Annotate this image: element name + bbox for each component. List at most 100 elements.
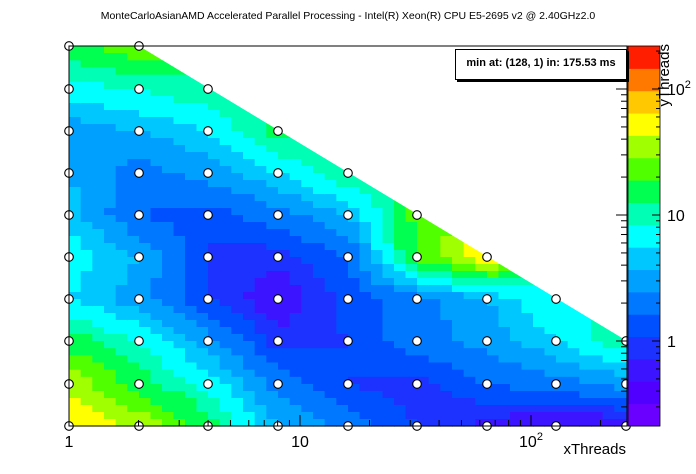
color-scale-exponent: 2 [685,79,691,91]
data-point [412,210,422,220]
contour-cell [278,299,349,342]
data-point [412,252,422,262]
data-point [134,336,144,346]
data-point [343,168,353,178]
contour-cell [278,257,349,300]
contour-cell [417,299,488,342]
contour-cell [556,341,627,385]
data-point [273,126,283,136]
contour-cell [69,341,140,385]
data-point [134,252,144,262]
contour-cell [69,384,140,427]
contour-cell [348,341,418,385]
contour-cell [278,384,349,427]
contour-cell [139,131,209,174]
contour-cell [556,384,627,427]
contour-cell [139,341,209,385]
contour-cell [69,299,140,342]
contour-cell [417,257,488,300]
color-scale-band [628,314,660,338]
contour-cell [348,215,418,258]
data-point [203,294,213,304]
contour-cell [69,46,140,90]
color-scale-label: 1 [667,334,676,351]
data-point [273,252,283,262]
data-point [412,336,422,346]
data-point [134,294,144,304]
data-point [482,379,492,389]
data-point [134,210,144,220]
contour-cell [278,341,349,385]
color-scale-band [628,202,660,226]
data-point [273,294,283,304]
contour-cell [278,173,349,216]
contour-cell [69,89,140,132]
color-scale-band [628,269,660,293]
x-tick-label: 10 [291,434,309,451]
contour-cell [348,384,418,427]
contour-cell [487,384,557,427]
data-point [203,379,213,389]
contour-cell [208,341,279,385]
color-scale-band [628,180,660,203]
color-scale-band [628,381,660,405]
contour-cell [69,173,140,216]
plot-frame [68,45,628,427]
contour-cell [69,257,140,300]
color-scale-label: 10 [667,208,685,225]
data-point [343,379,353,389]
contour-cell [278,215,349,258]
contour-cell [139,215,209,258]
data-point [551,379,561,389]
data-point [273,336,283,346]
data-point [203,126,213,136]
data-point [203,168,213,178]
contour-cell [348,299,418,342]
contour-cell [208,131,279,174]
data-point [343,294,353,304]
data-point [134,84,144,94]
data-point [203,336,213,346]
contour-cell [69,131,140,174]
data-point [203,252,213,262]
min-annotation-text: min at: (128, 1) in: 175.53 ms [466,57,616,69]
color-scale-band [628,90,660,114]
x-tick-label: 1 [65,434,74,451]
contour-cell [417,384,488,427]
data-point [551,294,561,304]
data-point [203,84,213,94]
color-scale-border [627,45,661,427]
color-scale-band [628,46,660,69]
data-point [134,168,144,178]
contour-cell [487,299,557,342]
data-point [134,379,144,389]
color-scale-band [628,157,660,181]
contour-cell [208,257,279,300]
data-point [343,210,353,220]
data-point [482,336,492,346]
data-point [412,294,422,304]
contour-cell [208,215,279,258]
color-scale-band [628,135,660,159]
data-point [551,336,561,346]
data-point [273,379,283,389]
contour-cell [69,215,140,258]
contour-cell [208,384,279,427]
color-scale-band [628,358,660,382]
contour-cell [348,257,418,300]
color-scale-band [628,113,660,136]
contour-cell [139,257,209,300]
contour-cell [417,341,488,385]
data-point [343,336,353,346]
no-data-region [139,46,627,341]
contour-cell [208,173,279,216]
x-tick-label: 102 [519,431,543,451]
contour-cell [139,299,209,342]
color-scale-band [628,224,660,248]
contour-cell [139,173,209,216]
chart-title: MonteCarloAsianAMD Accelerated Parallel … [101,10,596,22]
data-point [482,294,492,304]
color-scale-band [628,291,660,315]
